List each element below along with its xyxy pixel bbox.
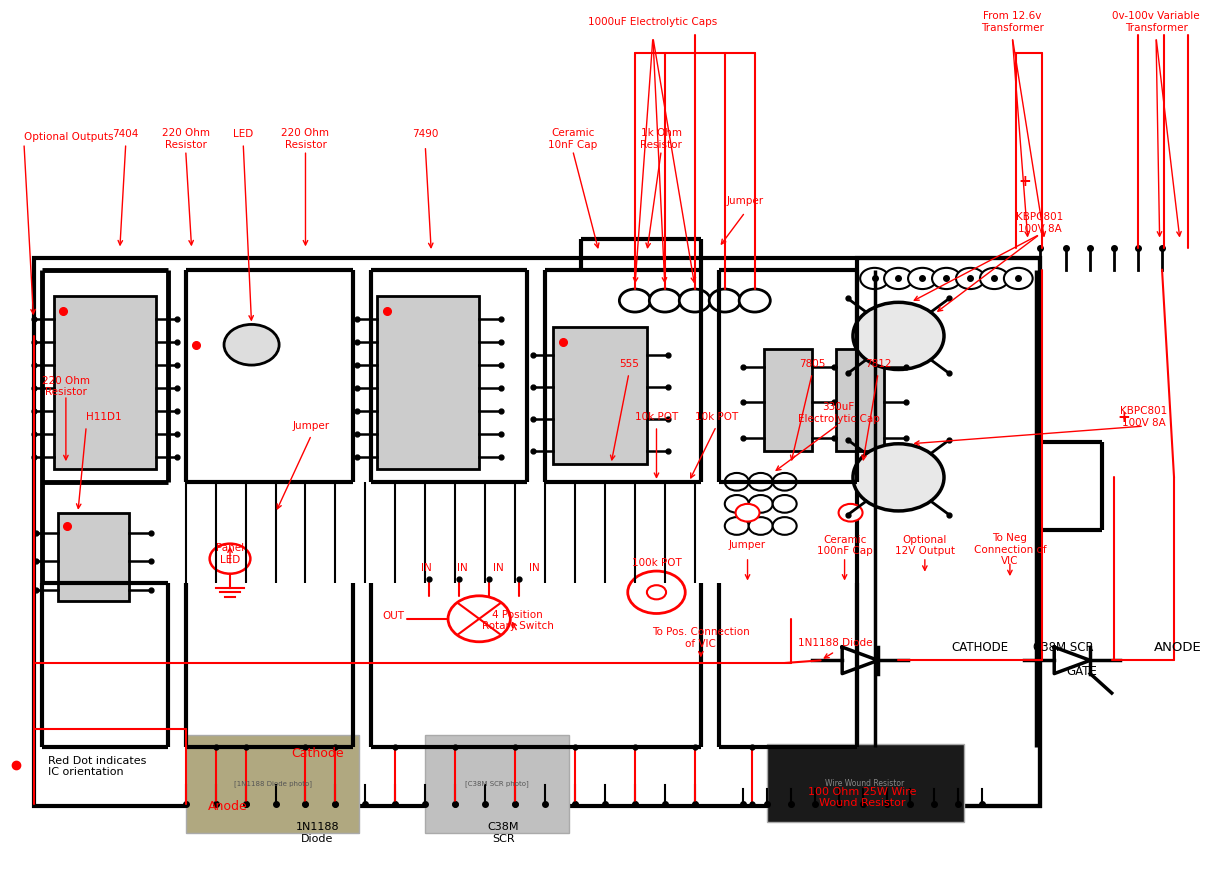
Text: CATHODE: CATHODE bbox=[951, 641, 1008, 653]
Circle shape bbox=[1003, 268, 1032, 289]
Bar bbox=[186, 735, 359, 833]
Bar bbox=[377, 296, 479, 469]
Text: 1k Ohm
Resistor: 1k Ohm Resistor bbox=[641, 128, 682, 149]
Text: To Pos. Connection
of VIC: To Pos. Connection of VIC bbox=[652, 628, 750, 649]
Circle shape bbox=[748, 495, 773, 513]
Text: IN: IN bbox=[457, 562, 468, 573]
Text: 4 Position
Rotary Switch: 4 Position Rotary Switch bbox=[481, 610, 554, 631]
Text: Ceramic
100nF Cap: Ceramic 100nF Cap bbox=[817, 535, 873, 556]
Text: 220 Ohm
Resistor: 220 Ohm Resistor bbox=[282, 128, 330, 149]
Bar bbox=[426, 735, 569, 833]
Circle shape bbox=[773, 495, 797, 513]
Text: +: + bbox=[1117, 410, 1130, 424]
Bar bbox=[837, 349, 884, 451]
Text: 220 Ohm
Resistor: 220 Ohm Resistor bbox=[42, 376, 89, 397]
Bar bbox=[34, 258, 1040, 806]
Text: [1N1188 Diode photo]: [1N1188 Diode photo] bbox=[235, 781, 312, 788]
Text: 1000uF Electrolytic Caps: 1000uF Electrolytic Caps bbox=[589, 17, 717, 27]
Circle shape bbox=[724, 517, 748, 535]
Circle shape bbox=[860, 268, 889, 289]
Text: IN: IN bbox=[493, 562, 504, 573]
Text: OUT: OUT bbox=[382, 611, 404, 621]
Text: Wire Wound Resistor: Wire Wound Resistor bbox=[826, 779, 904, 788]
Circle shape bbox=[735, 504, 759, 522]
Bar bbox=[856, 258, 1040, 806]
Circle shape bbox=[224, 324, 279, 365]
Text: +: + bbox=[1018, 174, 1030, 188]
Text: 0v-100v Variable
Transformer: 0v-100v Variable Transformer bbox=[1112, 11, 1199, 33]
Bar bbox=[767, 744, 965, 822]
Text: 7404: 7404 bbox=[112, 129, 139, 140]
Text: 100 Ohm 25W Wire
Wound Resistor: 100 Ohm 25W Wire Wound Resistor bbox=[809, 787, 916, 808]
Bar bbox=[554, 327, 647, 464]
Circle shape bbox=[908, 268, 937, 289]
Text: IN: IN bbox=[528, 562, 539, 573]
Circle shape bbox=[739, 289, 770, 312]
Text: LED: LED bbox=[233, 129, 254, 140]
Circle shape bbox=[748, 517, 773, 535]
Text: From 12.6v
Transformer: From 12.6v Transformer bbox=[980, 11, 1043, 33]
Text: 7812: 7812 bbox=[864, 359, 891, 370]
Circle shape bbox=[748, 473, 773, 491]
Circle shape bbox=[854, 444, 944, 511]
Text: Ceramic
10nF Cap: Ceramic 10nF Cap bbox=[548, 128, 597, 149]
Circle shape bbox=[649, 289, 681, 312]
Text: 1N1188
Diode: 1N1188 Diode bbox=[296, 822, 340, 843]
Text: 220 Ohm
Resistor: 220 Ohm Resistor bbox=[162, 128, 209, 149]
Text: KBPC801
100V 8A: KBPC801 100V 8A bbox=[1121, 407, 1168, 428]
Text: 330uF
Electrolytic Cap: 330uF Electrolytic Cap bbox=[798, 402, 879, 423]
Bar bbox=[764, 349, 812, 451]
Text: 100k POT: 100k POT bbox=[631, 558, 682, 568]
Text: To Neg
Connection of
VIC: To Neg Connection of VIC bbox=[973, 533, 1046, 567]
Text: [C38M SCR photo]: [C38M SCR photo] bbox=[465, 781, 530, 788]
Circle shape bbox=[839, 504, 862, 522]
Circle shape bbox=[627, 571, 686, 613]
Text: C38M
SCR: C38M SCR bbox=[487, 822, 519, 843]
Circle shape bbox=[724, 473, 748, 491]
Text: Red Dot indicates
IC orientation: Red Dot indicates IC orientation bbox=[48, 756, 146, 777]
Circle shape bbox=[209, 544, 250, 574]
Text: ANODE: ANODE bbox=[1153, 641, 1202, 653]
Text: 7805: 7805 bbox=[799, 359, 826, 370]
Bar bbox=[58, 513, 129, 601]
Circle shape bbox=[449, 596, 510, 642]
Text: Jumper: Jumper bbox=[727, 195, 764, 206]
Circle shape bbox=[884, 268, 913, 289]
Text: Optional
12V Output: Optional 12V Output bbox=[895, 535, 955, 556]
Text: Jumper: Jumper bbox=[293, 421, 330, 431]
Text: H11D1: H11D1 bbox=[86, 412, 122, 423]
Circle shape bbox=[980, 268, 1008, 289]
Text: Jumper: Jumper bbox=[729, 540, 767, 551]
Text: C38M SCR: C38M SCR bbox=[1034, 641, 1094, 653]
Circle shape bbox=[854, 302, 944, 370]
Text: 1N1188 Diode: 1N1188 Diode bbox=[798, 637, 872, 648]
Circle shape bbox=[773, 517, 797, 535]
Circle shape bbox=[932, 268, 961, 289]
Circle shape bbox=[619, 289, 650, 312]
Text: 555: 555 bbox=[619, 359, 638, 370]
Text: 7490: 7490 bbox=[412, 129, 439, 140]
Circle shape bbox=[679, 289, 711, 312]
Text: Optional Outputs: Optional Outputs bbox=[24, 132, 114, 142]
Text: Cathode: Cathode bbox=[291, 747, 343, 759]
Text: 10k POT: 10k POT bbox=[635, 412, 678, 423]
Text: KBPC801
100V 8A: KBPC801 100V 8A bbox=[1017, 212, 1064, 233]
Circle shape bbox=[773, 473, 797, 491]
Circle shape bbox=[710, 289, 740, 312]
Circle shape bbox=[724, 495, 748, 513]
Circle shape bbox=[956, 268, 985, 289]
Text: Panel
LED: Panel LED bbox=[216, 544, 244, 565]
Text: Anode: Anode bbox=[208, 800, 248, 812]
Text: GATE: GATE bbox=[1066, 666, 1098, 678]
Circle shape bbox=[647, 585, 666, 599]
Bar bbox=[54, 296, 156, 469]
Text: 10k POT: 10k POT bbox=[695, 412, 737, 423]
Text: IN: IN bbox=[421, 562, 432, 573]
